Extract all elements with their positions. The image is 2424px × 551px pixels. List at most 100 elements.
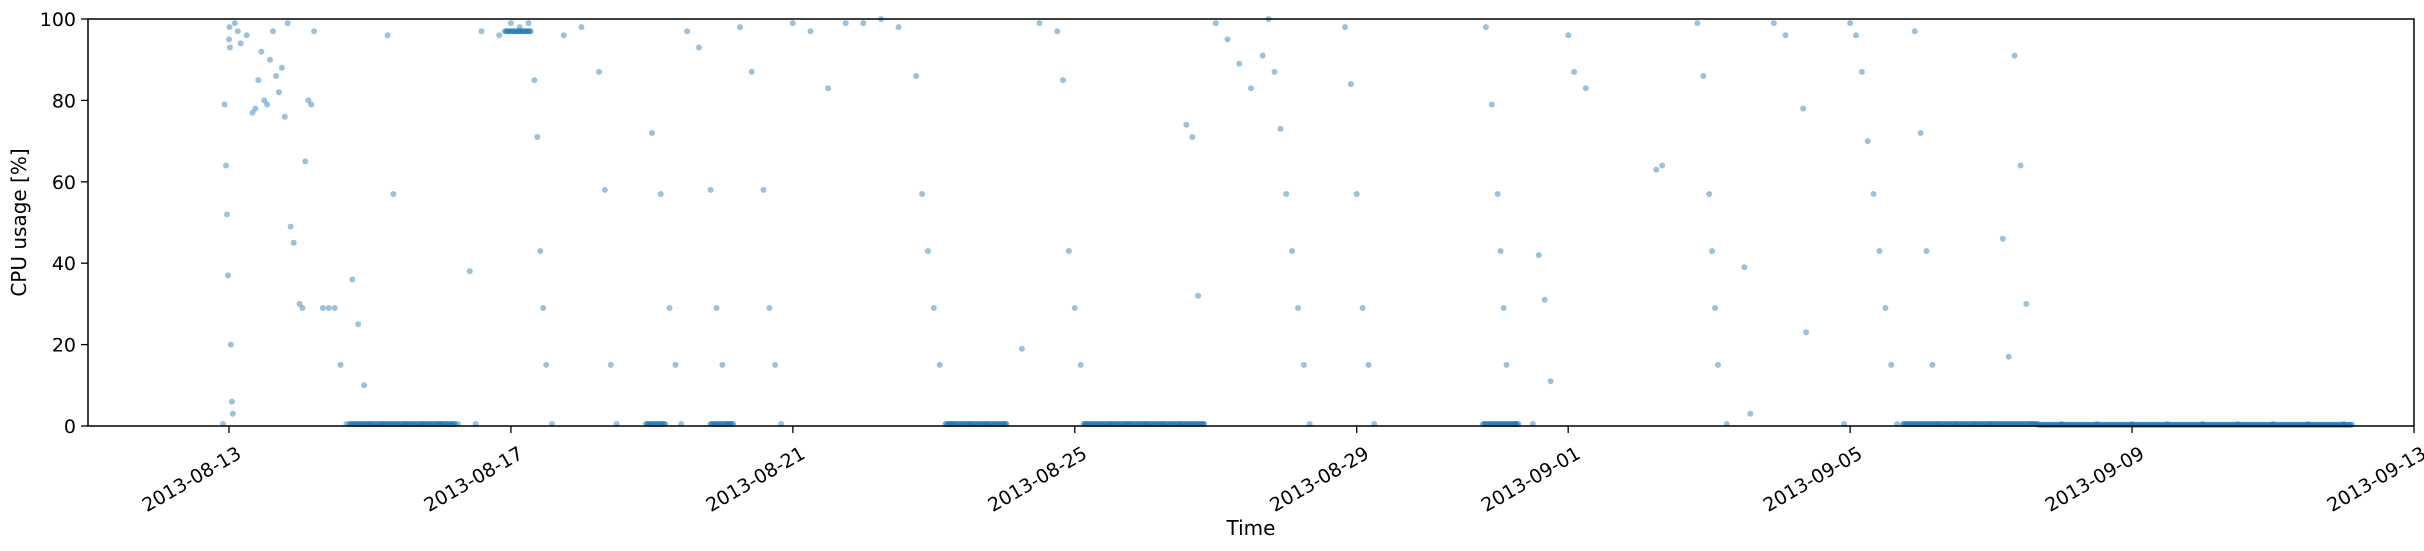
data-point-579 <box>390 191 397 197</box>
data-point-567 <box>311 28 318 35</box>
data-point-722 <box>2017 162 2024 169</box>
data-point-537 <box>226 36 232 43</box>
data-point-598 <box>578 24 585 31</box>
data-point-591 <box>531 77 538 84</box>
data-point-558 <box>281 113 288 120</box>
data-point-720 <box>2005 353 2012 360</box>
data-point-606 <box>672 361 679 368</box>
data-point-707 <box>1876 248 1883 254</box>
data-point-631 <box>936 361 943 368</box>
data-point-539 <box>226 44 233 51</box>
data-point-668 <box>1353 191 1360 197</box>
y-tick-label-3: 60 <box>52 172 76 194</box>
data-point-670 <box>1365 361 1372 368</box>
x-axis-ticks: 2013-08-13 2013-08-17 2013-08-21 2013-08-25… <box>138 426 2424 517</box>
x-tick-label-6: 2013-09-05 <box>1760 442 1867 516</box>
data-point-692 <box>1712 305 1718 311</box>
data-point-571 <box>337 361 344 368</box>
data-point-702 <box>1847 20 1854 27</box>
data-point-723 <box>2023 300 2030 307</box>
data-point-703 <box>1853 32 1859 39</box>
data-point-672 <box>1482 24 1489 31</box>
data-point-669 <box>1359 305 1366 311</box>
data-point-712 <box>1917 130 1924 136</box>
data-point-653 <box>1212 20 1219 27</box>
data-point-689 <box>1700 73 1707 79</box>
data-point-700 <box>1803 329 1810 336</box>
data-point-697 <box>1770 20 1777 27</box>
x-tick-label-2: 2013-08-21 <box>702 442 809 516</box>
y-axis-ticks: 0 20 40 60 80 100 <box>40 9 88 438</box>
data-point-693 <box>1715 361 1721 368</box>
data-point-691 <box>1709 248 1716 254</box>
data-point-589 <box>516 24 523 31</box>
data-point-534 <box>223 162 229 169</box>
data-point-573 <box>349 276 356 283</box>
data-point-650 <box>1189 134 1196 140</box>
data-point-685 <box>1582 85 1589 92</box>
data-point-637 <box>1036 20 1043 27</box>
data-point-661 <box>1283 191 1290 197</box>
data-point-639 <box>1060 77 1066 84</box>
data-point-629 <box>924 248 931 254</box>
data-point-562 <box>296 300 303 307</box>
data-point-554 <box>270 28 276 35</box>
data-point-711 <box>1911 28 1918 35</box>
data-point-667 <box>1347 81 1354 88</box>
data-point-687 <box>1659 162 1666 169</box>
data-point-706 <box>1870 191 1877 197</box>
x-tick-label-7: 2013-09-09 <box>2042 442 2149 516</box>
x-tick-label-3: 2013-08-25 <box>984 442 1091 516</box>
data-point-614 <box>737 24 743 31</box>
data-point-641 <box>1071 305 1078 311</box>
data-point-552 <box>264 101 271 108</box>
data-point-547 <box>249 109 256 116</box>
data-point-592 <box>534 134 541 140</box>
data-point-638 <box>1054 28 1061 35</box>
data-point-709 <box>1888 361 1895 368</box>
y-axis-label: CPU usage [%] <box>7 148 31 296</box>
y-tick-label-2: 40 <box>52 253 76 275</box>
data-point-597 <box>560 32 567 39</box>
x-tick-label-0: 2013-08-13 <box>138 442 245 516</box>
data-point-557 <box>278 64 285 71</box>
data-point-626 <box>895 24 902 31</box>
data-point-628 <box>919 191 926 197</box>
data-point-618 <box>772 361 779 368</box>
data-point-542 <box>229 410 236 417</box>
data-point-535 <box>224 211 230 218</box>
data-point-568 <box>319 305 326 311</box>
data-point-604 <box>657 191 664 197</box>
data-point-587 <box>496 32 503 39</box>
data-point-663 <box>1295 305 1301 311</box>
data-point-541 <box>228 398 235 405</box>
data-point-595 <box>543 361 550 368</box>
y-tick-label-5: 100 <box>40 9 76 31</box>
data-point-612 <box>719 361 726 368</box>
data-point-719 <box>1999 235 2006 242</box>
data-point-590 <box>525 20 532 27</box>
data-point-574 <box>355 321 362 328</box>
data-point-659 <box>1271 68 1278 75</box>
x-tick-label-8: 2013-09-13 <box>2323 442 2424 516</box>
data-point-682 <box>1547 378 1554 385</box>
data-point-662 <box>1289 248 1296 254</box>
data-point-680 <box>1535 252 1542 259</box>
data-point-575 <box>361 382 368 389</box>
data-point-600 <box>601 186 608 193</box>
data-point-677 <box>1503 361 1510 368</box>
data-point-714 <box>1929 361 1936 368</box>
data-point-686 <box>1653 166 1660 173</box>
data-point-550 <box>258 48 265 55</box>
data-point-636 <box>1018 345 1025 352</box>
plot-area-frame <box>87 18 2415 427</box>
data-point-630 <box>930 305 937 311</box>
data-point-584 <box>466 268 473 275</box>
data-point-675 <box>1497 248 1504 254</box>
data-point-688 <box>1694 20 1701 27</box>
data-point-536 <box>225 272 231 279</box>
data-point-642 <box>1077 361 1084 368</box>
data-point-615 <box>748 68 755 75</box>
data-point-699 <box>1800 105 1807 112</box>
data-point-533 <box>221 101 228 108</box>
